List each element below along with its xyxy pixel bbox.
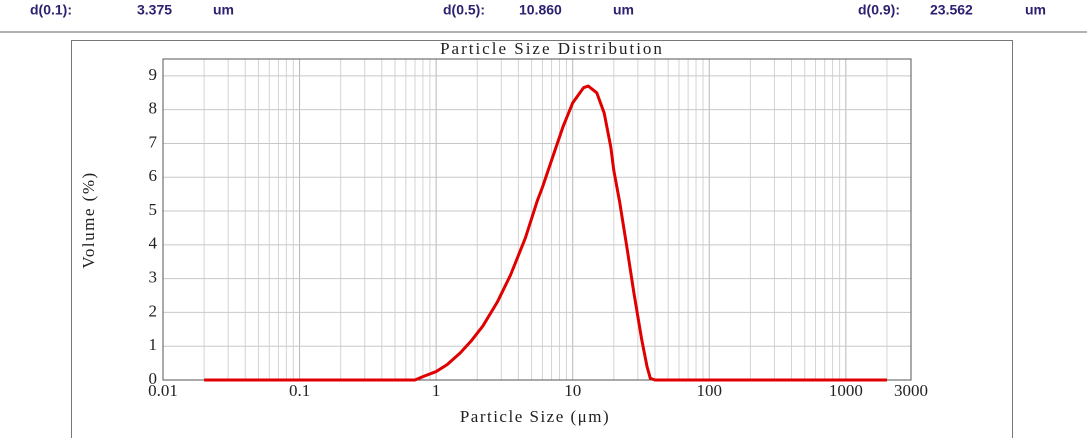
header-value: 10.860	[519, 2, 562, 18]
y-tick-label: 0	[149, 369, 158, 388]
x-axis-label: Particle Size (μm)	[460, 407, 610, 426]
chart-title: Particle Size Distribution	[440, 39, 664, 58]
x-tick-label: 3000	[894, 381, 928, 400]
header-value: 3.375	[137, 2, 172, 18]
y-tick-label: 9	[149, 65, 158, 84]
header-value: 23.562	[930, 2, 973, 18]
header-label: d(0.9):	[858, 2, 900, 18]
y-tick-label: 3	[149, 268, 158, 287]
y-tick-label: 6	[149, 166, 158, 185]
x-tick-label: 0.01	[148, 381, 178, 400]
header-unit: um	[613, 2, 634, 18]
x-tick-label: 10	[564, 381, 581, 400]
header-unit: um	[213, 2, 234, 18]
x-tick-label: 1000	[829, 381, 863, 400]
header-label: d(0.1):	[30, 2, 72, 18]
header-label: d(0.5):	[443, 2, 485, 18]
x-tick-label: 1	[432, 381, 441, 400]
data-line	[204, 84, 887, 382]
y-tick-label: 5	[149, 200, 158, 219]
y-tick-label: 2	[149, 301, 158, 320]
plot-frame	[162, 58, 912, 381]
header-unit: um	[1025, 2, 1046, 18]
y-tick-label: 4	[149, 234, 158, 253]
y-axis-label: Volume (%)	[79, 171, 98, 268]
plot-area	[163, 59, 911, 380]
x-tick-label: 0.1	[289, 381, 310, 400]
chart-frame	[71, 40, 1013, 438]
y-tick-label: 1	[149, 335, 158, 354]
x-tick-label: 100	[697, 381, 723, 400]
y-tick-label: 7	[149, 132, 158, 151]
y-tick-label: 8	[149, 99, 158, 118]
